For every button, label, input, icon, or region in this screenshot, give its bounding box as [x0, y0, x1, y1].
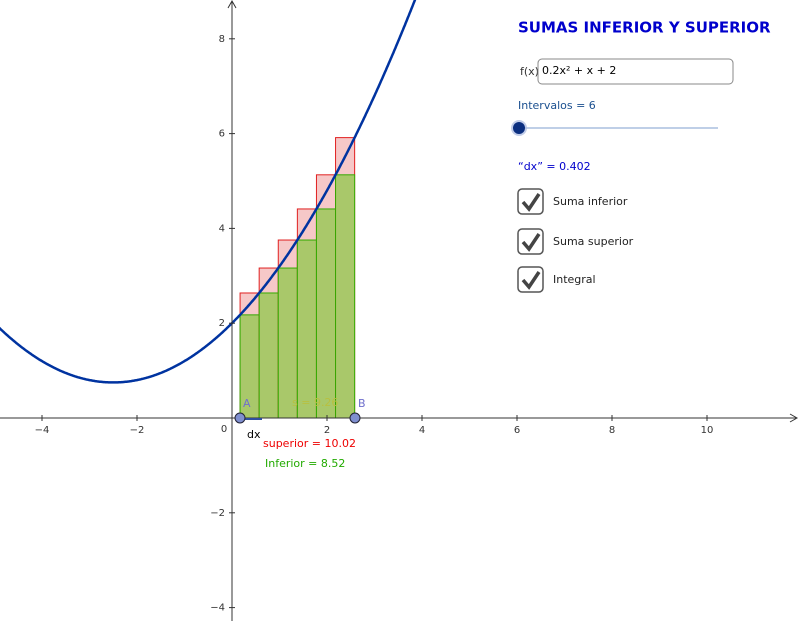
x-arrow [789, 413, 799, 423]
y-tick-label: 8 [219, 34, 225, 45]
function-curve [0, 0, 417, 384]
origin-label: 0 [221, 424, 227, 435]
lower-rect [296, 239, 317, 419]
dx-value: “dx” = 0.402 [518, 160, 591, 173]
dx-label: dx [247, 428, 261, 441]
slider-knob[interactable] [513, 122, 525, 134]
slider-label: Intervalos = 6 [518, 99, 596, 112]
checkmark [521, 233, 541, 252]
y-tick-label: −2 [210, 508, 225, 519]
lower-rect [315, 208, 337, 419]
inferior-label: Inferior = 8.52 [265, 457, 345, 470]
point-label: A [243, 397, 251, 410]
checkbox-label: Suma superior [553, 235, 634, 248]
y-tick-label: 6 [219, 129, 225, 140]
checkbox-label: Suma inferior [553, 195, 628, 208]
x-tick-label: −2 [130, 425, 145, 436]
riemann-rects [239, 137, 356, 419]
title: SUMAS INFERIOR Y SUPERIOR [518, 19, 771, 37]
point-b[interactable] [349, 412, 361, 424]
x-tick-label: 6 [514, 425, 520, 436]
y-tick-label: 2 [219, 318, 225, 329]
superior-label: superior = 10.02 [263, 437, 356, 450]
checkboxes: Suma inferior Suma superior Integral [517, 188, 634, 293]
x-tick-label: 10 [701, 425, 714, 436]
lower-rect [335, 174, 356, 419]
checkmark [521, 271, 541, 290]
x-tick-label: −4 [35, 425, 50, 436]
point-label: B [358, 397, 366, 410]
checkmark [521, 193, 541, 212]
checkbox[interactable] [517, 266, 544, 293]
input-label: f(x) [520, 65, 539, 78]
lower-rect [258, 292, 279, 419]
checkbox-label: Integral [553, 273, 596, 286]
y-arrow [227, 0, 237, 9]
input-value: 0.2x² + x + 2 [542, 64, 616, 77]
checkbox[interactable] [517, 188, 544, 215]
input-box[interactable] [537, 58, 734, 85]
integral-label: s = 9.26 [292, 396, 338, 409]
y-tick-label: −4 [210, 603, 225, 614]
y-tick-label: 4 [219, 223, 225, 234]
x-tick-label: 2 [324, 425, 330, 436]
point-a[interactable] [234, 412, 246, 424]
checkbox[interactable] [517, 228, 544, 255]
x-tick-label: 8 [609, 425, 615, 436]
x-tick-label: 4 [419, 425, 425, 436]
